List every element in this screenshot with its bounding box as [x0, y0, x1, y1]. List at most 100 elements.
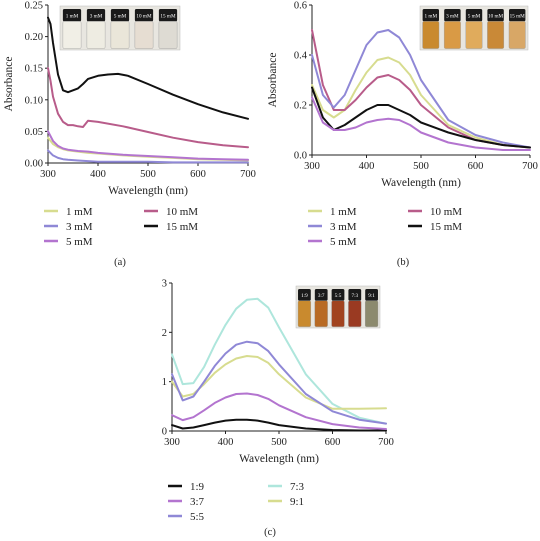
vial-cap — [365, 289, 378, 301]
x-tick-label: 700 — [522, 161, 538, 172]
vial-body — [158, 21, 178, 49]
y-tick-label: 0.6 — [294, 1, 307, 12]
y-tick-label: 0.0 — [294, 151, 307, 162]
y-axis-title: Absorbance — [3, 57, 15, 112]
x-axis-title: Wavelength (nm) — [239, 453, 319, 465]
vial-body — [297, 300, 311, 328]
vial-cap — [86, 9, 106, 22]
inset-vial-label: 7:3 — [351, 293, 358, 299]
legend-label: 10 mM — [166, 206, 198, 218]
legend-label: 5:5 — [190, 511, 205, 523]
vial-cap — [134, 9, 154, 22]
y-tick-label: 0.05 — [25, 127, 43, 138]
panel-caption: (a) — [114, 257, 126, 268]
x-tick-label: 600 — [468, 161, 484, 172]
legend-label: 15 mM — [166, 221, 198, 233]
inset-vial-label: 15 mM — [160, 13, 176, 19]
y-tick-label: 0.15 — [25, 64, 43, 75]
vial-body — [365, 300, 379, 328]
series-line-3-mm — [311, 29, 531, 149]
inset-vial-label: 5 mM — [468, 13, 481, 19]
panel-caption: (c) — [264, 527, 276, 538]
vial-cap — [422, 9, 440, 22]
chart-panel-a: 1 mM 3 mM 5 mM 10 mM 15 mM 300 400 500 600 700 0.0… — [3, 1, 256, 269]
y-tick-label: 0.20 — [25, 32, 43, 43]
panel-caption: (b) — [397, 257, 410, 268]
legend-label: 3 mM — [66, 221, 93, 233]
vial-body — [443, 21, 461, 49]
vial-body — [465, 21, 483, 49]
vial-body — [331, 300, 345, 328]
legend-label: 9:1 — [290, 496, 304, 508]
series-line-10-mm — [47, 67, 249, 149]
series-line-3-mm — [47, 149, 249, 164]
vial-body — [422, 21, 440, 49]
series-line-3-7 — [171, 392, 387, 430]
series-line-15-mm — [47, 16, 249, 120]
legend-label: 5 mM — [330, 236, 357, 248]
inset-vial-label: 10 mM — [136, 13, 152, 19]
x-axis-title: Wavelength (nm) — [108, 185, 188, 197]
vial-cap — [62, 9, 82, 22]
series-line-5-5 — [171, 340, 387, 425]
inset-vial-label: 3 mM — [90, 13, 103, 19]
x-tick-label: 300 — [40, 169, 56, 180]
series-line-5-mm — [47, 130, 249, 161]
vial-body — [487, 21, 505, 49]
legend-label: 5 mM — [66, 236, 93, 248]
y-tick-label: 0.00 — [25, 159, 43, 170]
vial-cap — [444, 9, 461, 22]
legend-label: 10 mM — [430, 206, 462, 218]
chart-panel-b: 1 mM 3 mM 5 mM 10 mM 15 mM 300 400 500 600 700 0.0… — [267, 1, 538, 269]
series-line-1-mm — [47, 136, 249, 162]
vial-body — [62, 21, 82, 49]
inset-vial-label: 3 mM — [446, 13, 459, 19]
inset-vial-label: 15 mM — [510, 13, 526, 19]
legend: 1 mM 10 mM 3 mM 15 mM 5 mM — [44, 206, 198, 248]
y-tick-label: 0.4 — [294, 51, 308, 62]
vial-photo-inset: 1:9 3:7 5:5 7:3 9:1 — [295, 285, 381, 329]
legend-label: 1:9 — [190, 481, 205, 493]
vial-cap — [298, 289, 311, 301]
vial-photo-inset: 1 mM 3 mM 5 mM 10 mM 15 mM — [419, 5, 529, 51]
y-tick-label: 1 — [162, 377, 167, 388]
y-tick-label: 3 — [162, 279, 167, 290]
series-line-5-mm — [311, 96, 531, 151]
series-line-15-mm — [311, 86, 531, 149]
legend-label: 3 mM — [330, 221, 357, 233]
vial-body — [508, 21, 526, 49]
inset-vial-label: 1 mM — [66, 13, 79, 19]
chart-panel-c: 1:9 3:7 5:5 7:3 9:1 300 400 500 600 700 0 1 2 3 Wavele… — [162, 279, 394, 539]
legend: 1 mM 10 mM 3 mM 15 mM 5 mM — [308, 206, 462, 248]
vial-cap — [331, 289, 345, 301]
x-tick-label: 500 — [271, 437, 287, 448]
y-tick-label: 0.25 — [25, 1, 43, 12]
x-tick-label: 700 — [240, 169, 256, 180]
legend-label: 1 mM — [66, 206, 93, 218]
legend: 1:9 7:3 3:7 9:1 5:5 — [168, 481, 305, 523]
series-line-1-mm — [311, 56, 531, 149]
inset-vial-label: 5:5 — [335, 293, 342, 299]
inset-vial-label: 5 mM — [114, 13, 127, 19]
series-line-7-3 — [171, 297, 387, 425]
legend-label: 1 mM — [330, 206, 357, 218]
y-tick-label: 0 — [162, 427, 167, 438]
vial-body — [110, 21, 130, 49]
inset-vial-label: 3:7 — [318, 293, 325, 299]
vial-cap — [314, 289, 328, 301]
vial-cap — [465, 9, 483, 22]
vial-cap — [158, 9, 178, 22]
x-axis-title: Wavelength (nm) — [381, 177, 461, 189]
vial-cap — [110, 9, 130, 22]
inset-vial-label: 1:9 — [301, 293, 308, 299]
x-tick-label: 500 — [140, 169, 156, 180]
x-tick-label: 300 — [304, 161, 320, 172]
series-line-10-mm — [311, 29, 531, 149]
x-tick-label: 600 — [325, 437, 341, 448]
y-tick-label: 2 — [162, 328, 167, 339]
x-tick-label: 400 — [359, 161, 375, 172]
vial-cap — [508, 9, 526, 22]
y-tick-label: 0.2 — [294, 101, 307, 112]
legend-label: 3:7 — [190, 496, 205, 508]
vial-body — [86, 21, 106, 49]
